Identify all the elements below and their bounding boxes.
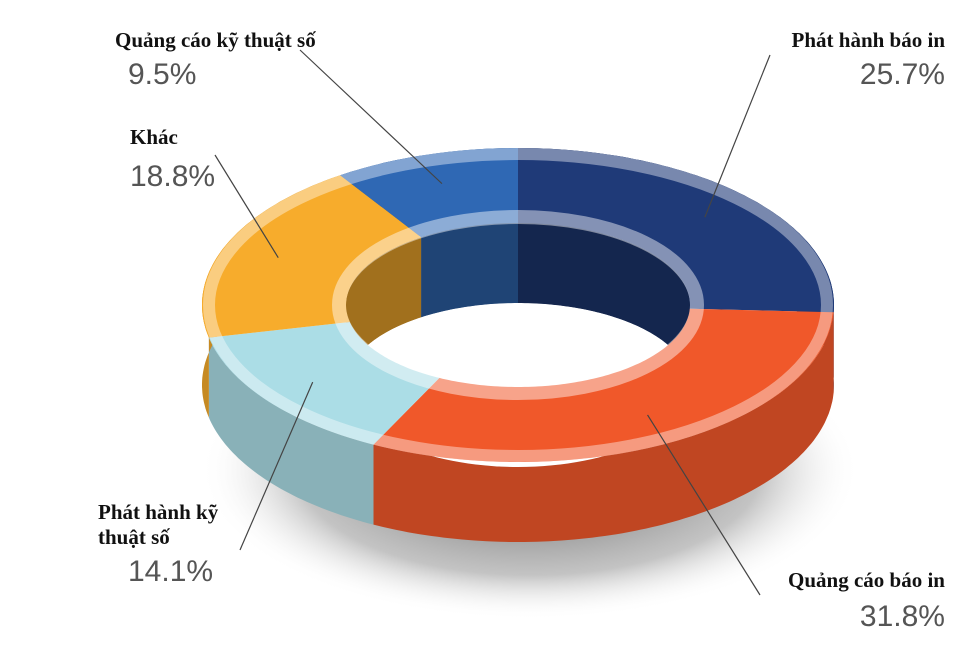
slice-label: Khác bbox=[130, 125, 178, 149]
value-label: 9.5% bbox=[128, 58, 197, 91]
leader-line bbox=[704, 54, 771, 218]
rim-highlight bbox=[332, 210, 704, 400]
slice-inner-side bbox=[421, 223, 518, 318]
leader-line bbox=[239, 381, 314, 551]
value-label: 31.8% bbox=[859, 600, 945, 633]
slice-inner-side bbox=[518, 223, 690, 385]
slice-label: Phát hành báo in bbox=[791, 28, 945, 52]
slice-label: Quảng cáo báo in bbox=[788, 568, 945, 592]
leader-line bbox=[214, 154, 279, 258]
slice-label: Phát hành kỹ thuật số bbox=[98, 500, 219, 549]
slice-inner-side bbox=[346, 237, 422, 385]
slice bbox=[518, 148, 834, 313]
slice bbox=[202, 175, 422, 338]
value-label: 25.7% bbox=[859, 58, 945, 91]
value-label: 18.8% bbox=[130, 160, 216, 193]
rim-highlight bbox=[203, 148, 833, 462]
slice bbox=[373, 308, 834, 462]
leader-line bbox=[647, 414, 761, 596]
slice-side bbox=[373, 312, 834, 542]
leader-line bbox=[299, 49, 443, 185]
slice-label: Quảng cáo kỹ thuật số bbox=[115, 28, 316, 52]
slice bbox=[340, 148, 518, 238]
slice bbox=[208, 322, 440, 445]
value-label: 14.1% bbox=[128, 555, 214, 588]
